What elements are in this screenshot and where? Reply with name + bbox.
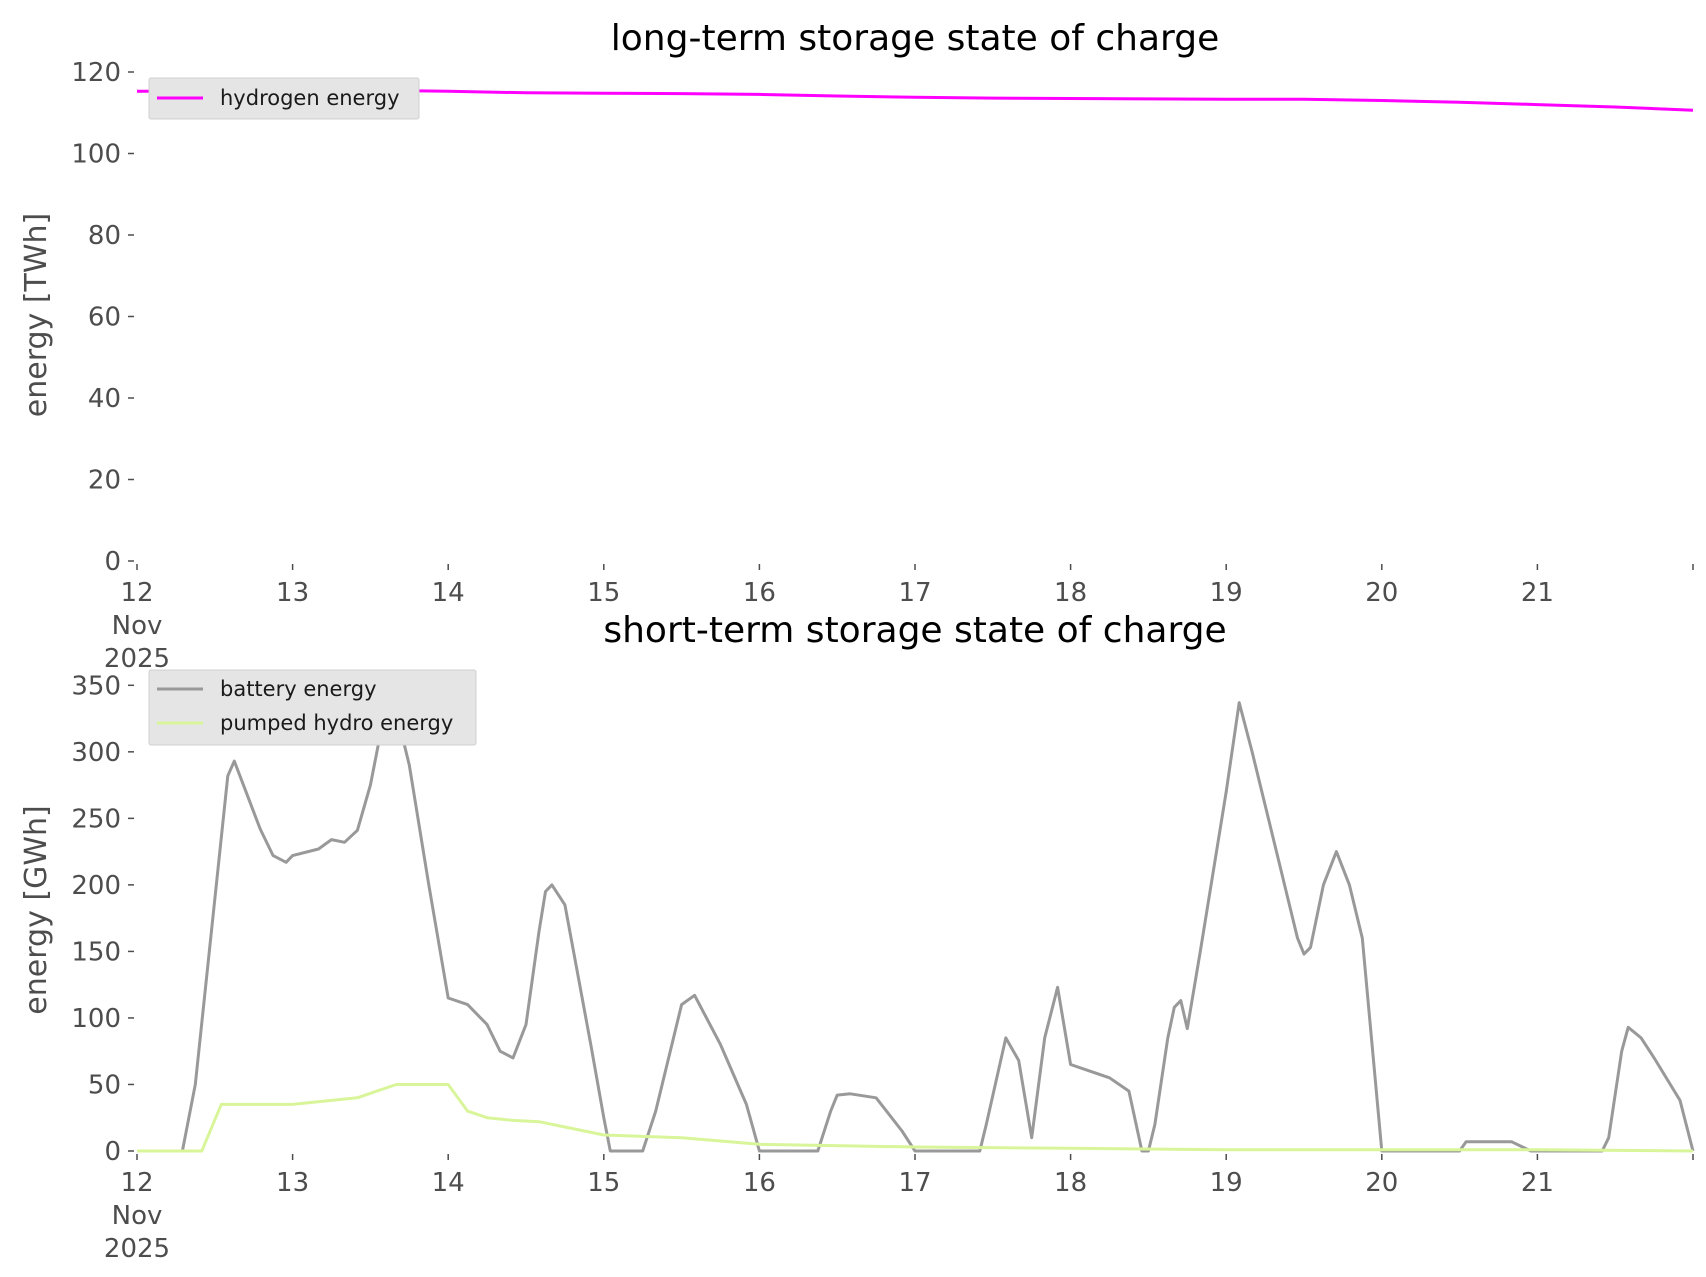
y-tick-label: 120 [71, 58, 121, 88]
x-tick-label: 13 [276, 578, 309, 608]
chart-title: short-term storage state of charge [603, 610, 1226, 651]
x-tick-label: 17 [898, 1168, 931, 1198]
x-tick-label: Nov [112, 611, 163, 641]
y-tick-label: 50 [88, 1070, 121, 1100]
legend-box [148, 77, 420, 120]
y-ticks: 0 50 100 150 200 250 300 350 [71, 671, 134, 1167]
x-tick-label: 19 [1210, 1168, 1243, 1198]
x-tick-label: 14 [432, 1168, 465, 1198]
x-tick-label: 18 [1054, 578, 1087, 608]
x-tick-label: 14 [432, 578, 465, 608]
y-tick-label: 80 [88, 221, 121, 251]
y-tick-label: 300 [71, 738, 121, 768]
x-tick-label: 17 [898, 578, 931, 608]
x-tick-label: 20 [1365, 578, 1398, 608]
y-tick-label: 20 [88, 466, 121, 496]
chart-title: long-term storage state of charge [611, 18, 1219, 59]
y-tick-label: 200 [71, 871, 121, 901]
series-line-1 [137, 1083, 1694, 1153]
y-axis-label: energy [TWh] [19, 213, 54, 417]
x-tick-label: 15 [587, 578, 620, 608]
x-tick-label: Nov [112, 1201, 163, 1231]
y-tick-label: 0 [104, 1137, 121, 1167]
x-tick-label: 16 [743, 1168, 776, 1198]
legend-label-hydrogen: hydrogen energy [220, 86, 400, 110]
short-term-chart: short-term storage state of charge energ… [19, 610, 1695, 1264]
x-tick-label: 21 [1521, 578, 1554, 608]
y-tick-label: 60 [88, 303, 121, 333]
x-tick-label: 15 [587, 1168, 620, 1198]
legend-label-pumped-hydro: pumped hydro energy [220, 711, 453, 735]
x-tick-label: 13 [276, 1168, 309, 1198]
x-tick-label: 12 [120, 578, 153, 608]
x-tick-label: 18 [1054, 1168, 1087, 1198]
x-tick-label: 16 [743, 578, 776, 608]
y-tick-label: 100 [71, 1004, 121, 1034]
y-tick-label: 100 [71, 140, 121, 170]
legend-label-battery: battery energy [220, 677, 377, 701]
x-tick-label: 19 [1210, 578, 1243, 608]
x-tick-label: 20 [1365, 1168, 1398, 1198]
x-tick-label: 12 [120, 1168, 153, 1198]
y-tick-label: 0 [104, 547, 121, 577]
x-tick-label: 21 [1521, 1168, 1554, 1198]
y-tick-label: 350 [71, 671, 121, 701]
legend: battery energy pumped hydro energy [148, 669, 477, 746]
y-tick-label: 250 [71, 804, 121, 834]
y-tick-label: 40 [88, 384, 121, 414]
long-term-chart: long-term storage state of charge energy… [19, 18, 1694, 674]
y-tick-label: 150 [71, 937, 121, 967]
x-tick-label: 2025 [104, 644, 170, 674]
y-axis-label: energy [GWh] [19, 805, 54, 1014]
x-tick-label: 2025 [104, 1234, 170, 1264]
legend-box [148, 669, 477, 746]
legend: hydrogen energy [148, 77, 420, 120]
y-ticks: 0 20 40 60 80 100 120 [71, 58, 134, 577]
